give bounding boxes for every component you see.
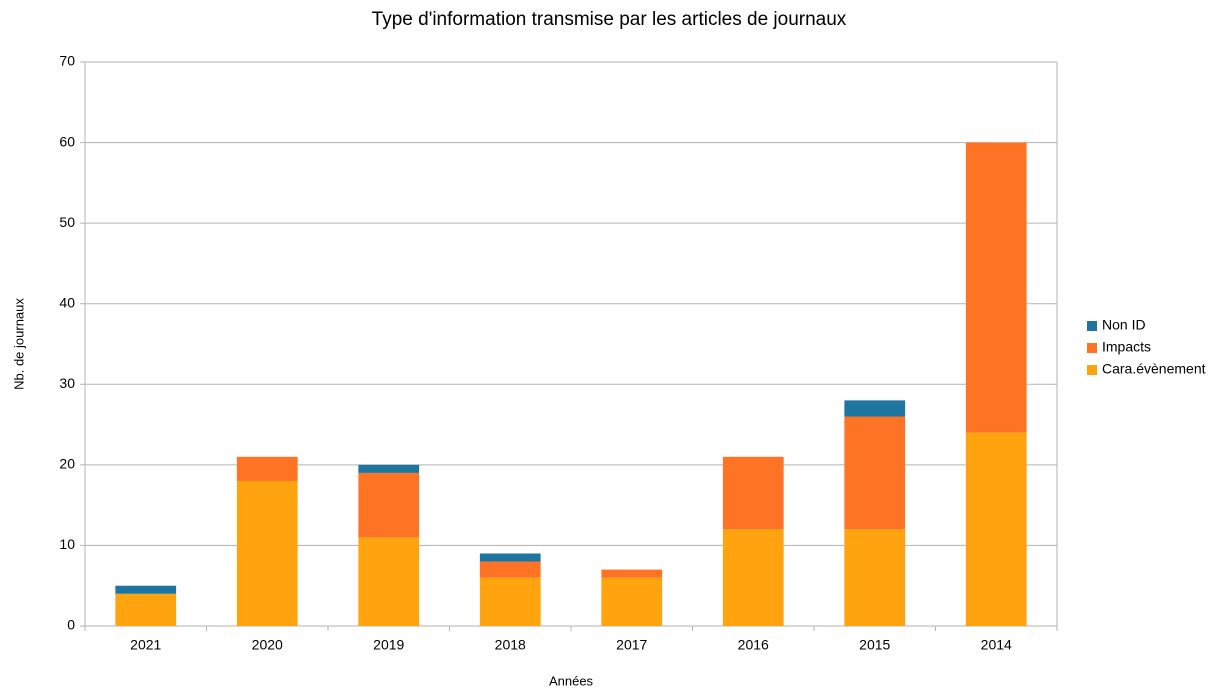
x-tick-label: 2018: [495, 637, 526, 653]
x-tick-label: 2016: [738, 637, 769, 653]
x-tick-label: 2017: [616, 637, 647, 653]
legend-label: Non ID: [1102, 317, 1146, 333]
y-tick-label: 20: [59, 456, 75, 472]
x-tick-label: 2019: [373, 637, 404, 653]
bar-segment: [358, 464, 420, 473]
legend-swatch: [1087, 365, 1097, 375]
bar-segment: [965, 432, 1027, 626]
legend-label: Impacts: [1102, 339, 1151, 355]
chart-title: Type d'information transmise par les art…: [372, 9, 847, 30]
y-tick-label: 50: [59, 214, 75, 230]
bar-segment: [115, 585, 177, 594]
y-axis-label: Nb. de journaux: [11, 298, 26, 390]
x-axis-label: Années: [549, 673, 594, 688]
bar-segment: [965, 142, 1027, 433]
bar-segment: [844, 529, 906, 626]
bar-segment: [358, 472, 420, 538]
bar-segment: [115, 593, 177, 626]
x-tick-label: 2014: [981, 637, 1012, 653]
bar-segment: [479, 553, 541, 562]
bar-segment: [844, 400, 906, 417]
bar-segment: [479, 577, 541, 626]
bar-segment: [236, 456, 298, 481]
bar-segment: [844, 416, 906, 530]
y-tick-label: 10: [59, 536, 75, 552]
legend-label: Cara.évènement: [1102, 361, 1206, 377]
y-tick-label: 0: [67, 617, 75, 633]
legend-swatch: [1087, 343, 1097, 353]
legend-swatch: [1087, 321, 1097, 331]
y-tick-label: 40: [59, 294, 75, 310]
x-tick-label: 2020: [252, 637, 283, 653]
y-tick-label: 30: [59, 375, 75, 391]
x-tick-label: 2015: [859, 637, 890, 653]
y-tick-label: 60: [59, 133, 75, 149]
bar-segment: [236, 480, 298, 626]
bar-segment: [358, 537, 420, 626]
bar-segment: [601, 569, 663, 578]
y-tick-label: 70: [59, 53, 75, 69]
x-tick-label: 2021: [130, 637, 161, 653]
bar-segment: [479, 561, 541, 578]
bar-segment: [601, 577, 663, 626]
bar-segment: [722, 529, 784, 626]
bar-segment: [722, 456, 784, 530]
